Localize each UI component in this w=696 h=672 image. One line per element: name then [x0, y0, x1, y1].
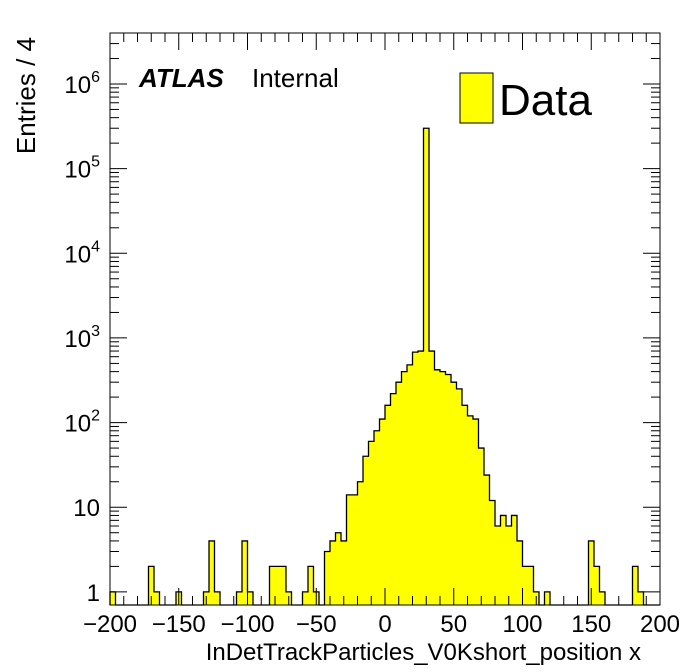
histogram-bar: [506, 526, 512, 605]
y-axis-title: Entries / 4: [11, 37, 41, 154]
histogram-bar: [638, 591, 644, 605]
histogram-outline: [109, 127, 660, 606]
histogram-bar: [396, 382, 402, 605]
internal-label: Internal: [252, 63, 339, 93]
histogram-bar: [335, 532, 341, 605]
x-tick-label: −200: [83, 611, 137, 638]
histogram-bar: [522, 566, 528, 605]
y-tick-label: 105: [64, 154, 100, 184]
histogram-bar: [440, 371, 446, 605]
histogram-bar: [368, 441, 374, 605]
histogram-bar: [390, 393, 396, 605]
histogram-bar: [489, 500, 495, 605]
histogram-bar: [462, 405, 468, 605]
histogram-bars: [109, 127, 660, 606]
histogram-bar: [154, 591, 160, 605]
histogram-bar: [346, 494, 352, 605]
histogram-bar: [247, 591, 253, 605]
histogram-bar: [500, 515, 506, 605]
histogram-bar: [478, 448, 484, 605]
histogram-bar: [308, 566, 314, 605]
legend: Data: [459, 72, 592, 125]
histogram-bar: [242, 540, 248, 605]
histogram-bar: [484, 475, 490, 605]
histogram-bar: [357, 481, 363, 605]
histogram-bar: [423, 128, 429, 606]
axis-ticks: [109, 32, 661, 605]
histogram-bar: [280, 566, 286, 605]
atlas-label: ATLAS: [138, 63, 224, 93]
x-tick-label: −50: [296, 611, 337, 638]
histogram-bar: [363, 456, 369, 605]
histogram-bar: [324, 551, 330, 605]
histogram-bar: [495, 526, 501, 605]
histogram-bar: [341, 540, 347, 605]
histogram-bar: [275, 566, 281, 605]
histogram-bar: [429, 351, 435, 605]
y-tick-label: 10: [73, 495, 100, 522]
x-tick-label: 200: [640, 611, 680, 638]
histogram-bar: [599, 591, 605, 605]
histogram-bar: [214, 591, 220, 605]
histogram-bar: [511, 515, 517, 605]
x-tick-label: 100: [502, 611, 542, 638]
histogram-bar: [302, 591, 308, 605]
histogram-bar: [374, 430, 380, 605]
y-tick-label: 103: [64, 323, 100, 353]
legend-swatch: [459, 72, 494, 124]
histogram-bar: [467, 415, 473, 605]
tick-labels: −200 −150 −100 −50 0 50 100 150 200 1 10 102 103 104 1…: [64, 69, 680, 638]
histogram-bar: [379, 419, 385, 605]
histogram-bar: [385, 405, 391, 605]
histogram-bar: [632, 566, 638, 605]
histogram-bar: [473, 419, 479, 605]
histogram-bar: [330, 540, 336, 605]
histogram-bar: [544, 591, 550, 605]
histogram-bar: [236, 591, 242, 605]
histogram-bar: [401, 371, 407, 605]
histogram-bar: [352, 494, 358, 605]
histogram-bar: [445, 374, 451, 605]
histogram-bar: [110, 591, 116, 605]
x-tick-label: 0: [378, 611, 391, 638]
histogram-bar: [407, 364, 413, 605]
histogram-bar: [456, 388, 462, 605]
histogram-bar: [412, 352, 418, 605]
legend-entry: Data: [499, 76, 592, 125]
histogram-bar: [148, 566, 154, 605]
y-tick-label: 104: [64, 238, 100, 268]
histogram-bar: [588, 540, 594, 605]
x-tick-label: −150: [152, 611, 206, 638]
histogram-bar: [418, 351, 424, 605]
histogram-bar: [434, 369, 440, 605]
histogram-bar: [451, 382, 457, 605]
y-tick-label: 1: [87, 580, 100, 607]
histogram-bar: [269, 566, 275, 605]
histogram-bar: [528, 566, 534, 605]
histogram-bar: [209, 540, 215, 605]
x-tick-label: 150: [571, 611, 611, 638]
x-axis-title: InDetTrackParticles_V0Kshort_position x: [206, 639, 641, 666]
y-tick-label: 102: [64, 408, 100, 438]
histogram-bar: [594, 566, 600, 605]
x-tick-label: 50: [440, 611, 467, 638]
y-tick-label: 106: [64, 69, 100, 99]
x-tick-label: −100: [220, 611, 274, 638]
histogram-bar: [517, 540, 523, 605]
